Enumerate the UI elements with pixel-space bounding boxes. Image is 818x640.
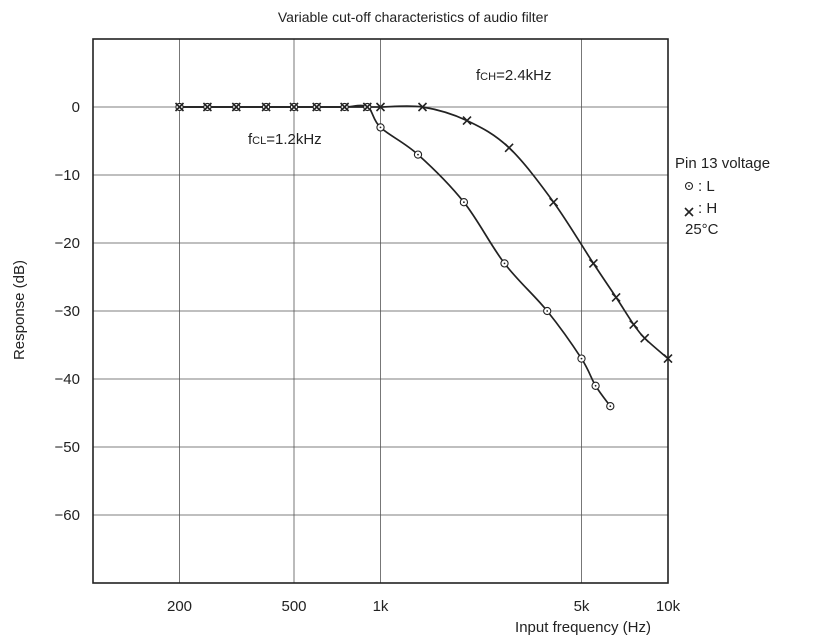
data-point-l [459, 198, 469, 207]
y-tick-label: −10 [55, 167, 80, 184]
y-axis-label: Response (dB) [11, 260, 28, 360]
data-point-h [640, 333, 650, 343]
data-point-h [629, 320, 639, 330]
y-tick-label: −60 [55, 507, 80, 524]
legend-note: 25°C [685, 221, 719, 238]
data-point-h [462, 116, 472, 126]
data-point-h [549, 197, 559, 207]
chart-title: Variable cut-off characteristics of audi… [278, 9, 549, 25]
data-point-l [606, 402, 615, 411]
legend-marker-l [684, 181, 694, 191]
data-point-l [413, 150, 423, 159]
y-tick-label: −40 [55, 371, 80, 388]
data-point-h [261, 102, 271, 112]
x-tick-label: 1k [373, 598, 389, 615]
data-point-h [340, 102, 350, 112]
y-tick-label: −30 [55, 303, 80, 320]
axis-ticks: 0 −10 −20 −30 −40 −50 −60 200 500 1k 5k 10k [55, 99, 681, 615]
svg-text:fCH=2.4kHz: fCH=2.4kHz [476, 67, 552, 84]
data-point-l [591, 381, 600, 390]
x-tick-label: 5k [574, 598, 590, 615]
plot-frame [92, 38, 669, 584]
data-point-h [504, 143, 514, 153]
data-point-l [500, 259, 509, 268]
data-point-l [577, 354, 586, 363]
data-point-h [417, 102, 428, 112]
legend-label-h: : H [698, 200, 717, 217]
x-axis-label: Input frequency (Hz) [515, 619, 651, 636]
data-point-l [543, 306, 552, 316]
y-tick-label: −20 [55, 235, 80, 252]
data-point-h [663, 354, 673, 364]
data-point-h [312, 102, 322, 112]
data-point-h [375, 102, 386, 112]
legend-marker-h [684, 207, 694, 217]
legend: Pin 13 voltage : L : H 25°C [675, 155, 770, 238]
data-point-l [376, 123, 385, 132]
data-point-h [588, 258, 598, 268]
data-point-h [289, 102, 299, 112]
y-tick-label: 0 [72, 99, 80, 116]
data-point-h [362, 102, 372, 112]
grid [93, 39, 668, 583]
data-point-h [202, 102, 212, 112]
data-point-h [231, 102, 241, 112]
svg-text:fCL=1.2kHz: fCL=1.2kHz [248, 131, 322, 148]
legend-title: Pin 13 voltage [675, 155, 770, 172]
series-line-l [179, 104, 611, 407]
data-point-h [611, 292, 621, 302]
series [174, 102, 673, 411]
annotation-fcl: fCL=1.2kHz [248, 131, 322, 148]
x-tick-label: 500 [281, 598, 306, 615]
data-point-h [174, 102, 185, 112]
legend-label-l: : L [698, 178, 715, 195]
annotation-fch: fCH=2.4kHz [476, 67, 552, 84]
y-tick-label: −50 [55, 439, 80, 456]
x-tick-label: 200 [167, 598, 192, 615]
x-tick-label: 10k [656, 598, 681, 615]
